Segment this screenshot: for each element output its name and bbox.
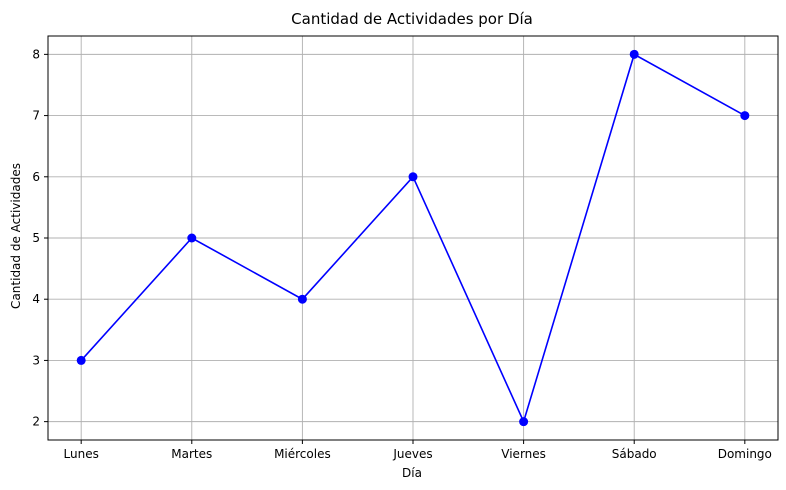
- data-point: [519, 417, 529, 427]
- y-tick-label: 4: [32, 292, 40, 306]
- data-point: [629, 49, 639, 59]
- x-axis-label: Día: [402, 466, 422, 480]
- y-tick-label: 5: [32, 231, 40, 245]
- chart-title: Cantidad de Actividades por Día: [291, 10, 533, 28]
- y-tick-label: 3: [32, 353, 40, 367]
- x-tick-label: Lunes: [64, 447, 99, 461]
- data-point: [76, 355, 86, 365]
- x-tick-label: Martes: [171, 447, 212, 461]
- x-tick-label: Sábado: [612, 447, 657, 461]
- y-tick-label: 8: [32, 47, 40, 61]
- data-point: [408, 172, 418, 182]
- data-point: [187, 233, 197, 243]
- x-tick-label: Jueves: [392, 447, 432, 461]
- y-tick-label: 7: [32, 109, 40, 123]
- grid: [48, 36, 778, 440]
- y-axis-label: Cantidad de Actividades: [9, 163, 23, 309]
- x-tick-label: Miércoles: [274, 447, 331, 461]
- y-tick-label: 6: [32, 170, 40, 184]
- y-tick-label: 2: [32, 415, 40, 429]
- data-points: [76, 49, 750, 427]
- data-point: [740, 111, 750, 121]
- axis-ticks: Lunes Martes Miércoles Jueves Viernes Sábado D…: [32, 47, 772, 461]
- data-point: [297, 294, 307, 304]
- x-tick-label: Domingo: [718, 447, 772, 461]
- x-tick-label: Viernes: [501, 447, 546, 461]
- plot-frame: [47, 35, 779, 441]
